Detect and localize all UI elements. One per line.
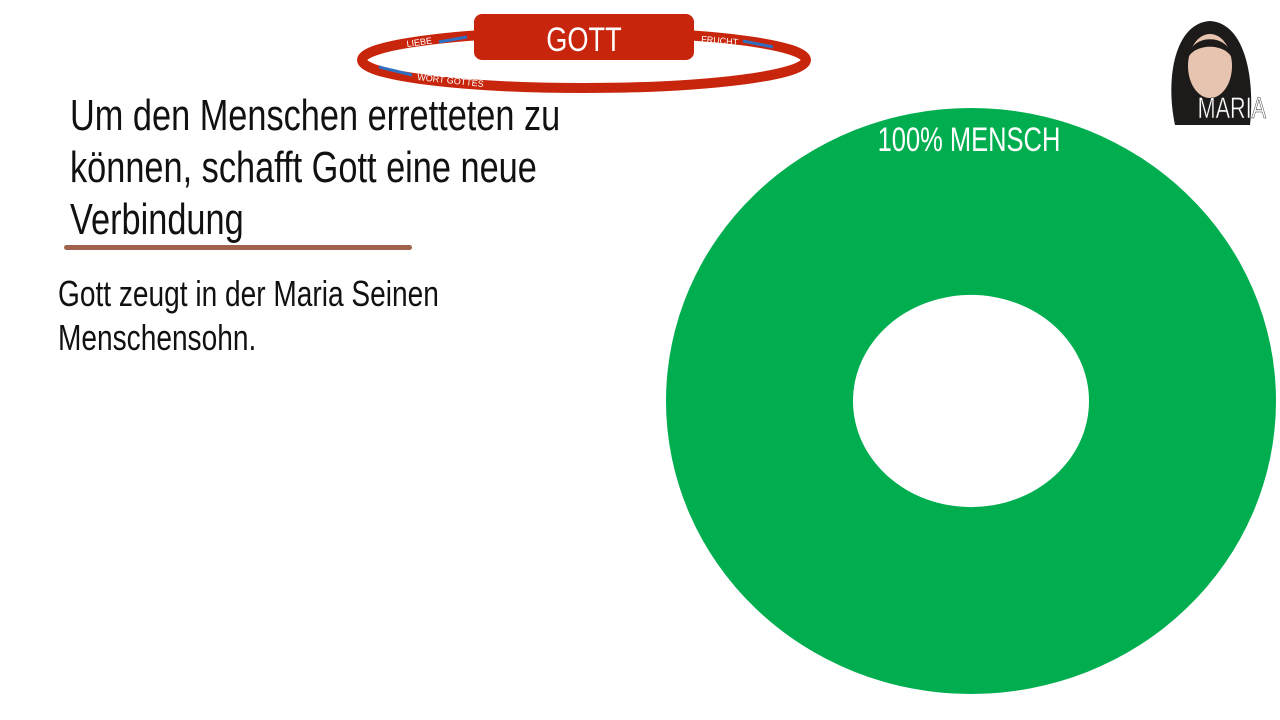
- slide-body: Gott zeugt in der Maria Seinen Menschens…: [58, 272, 439, 360]
- title-line: Verbindung: [70, 195, 244, 244]
- gott-label: GOTT: [546, 20, 622, 59]
- ring-label-frucht: FRUCHT: [701, 34, 739, 47]
- arrow-icon: [742, 39, 774, 49]
- donut-slice-mensch: [666, 108, 1276, 694]
- ring-label-liebe: LIEBE: [406, 36, 433, 49]
- donut-label: 100% MENSCH: [878, 122, 1061, 159]
- title-line: können, schafft Gott eine neue: [70, 143, 537, 192]
- arrow-icon: [438, 35, 468, 44]
- maria-label: MARIA: [1198, 90, 1267, 124]
- title-underline: [64, 245, 412, 250]
- slide-title: Um den Menschen erretteten zu können, sc…: [70, 90, 560, 246]
- body-line: Menschensohn.: [58, 317, 257, 358]
- gott-box: [474, 14, 694, 60]
- arrow-icon: [378, 65, 413, 77]
- title-line: Um den Menschen erretteten zu: [70, 91, 561, 140]
- maria-portrait: MARIA: [1150, 18, 1268, 125]
- body-line: Gott zeugt in der Maria Seinen: [58, 273, 439, 314]
- gott-cycle-diagram: GOTT LIEBE FRUCHT WORT GOTTES: [357, 14, 811, 93]
